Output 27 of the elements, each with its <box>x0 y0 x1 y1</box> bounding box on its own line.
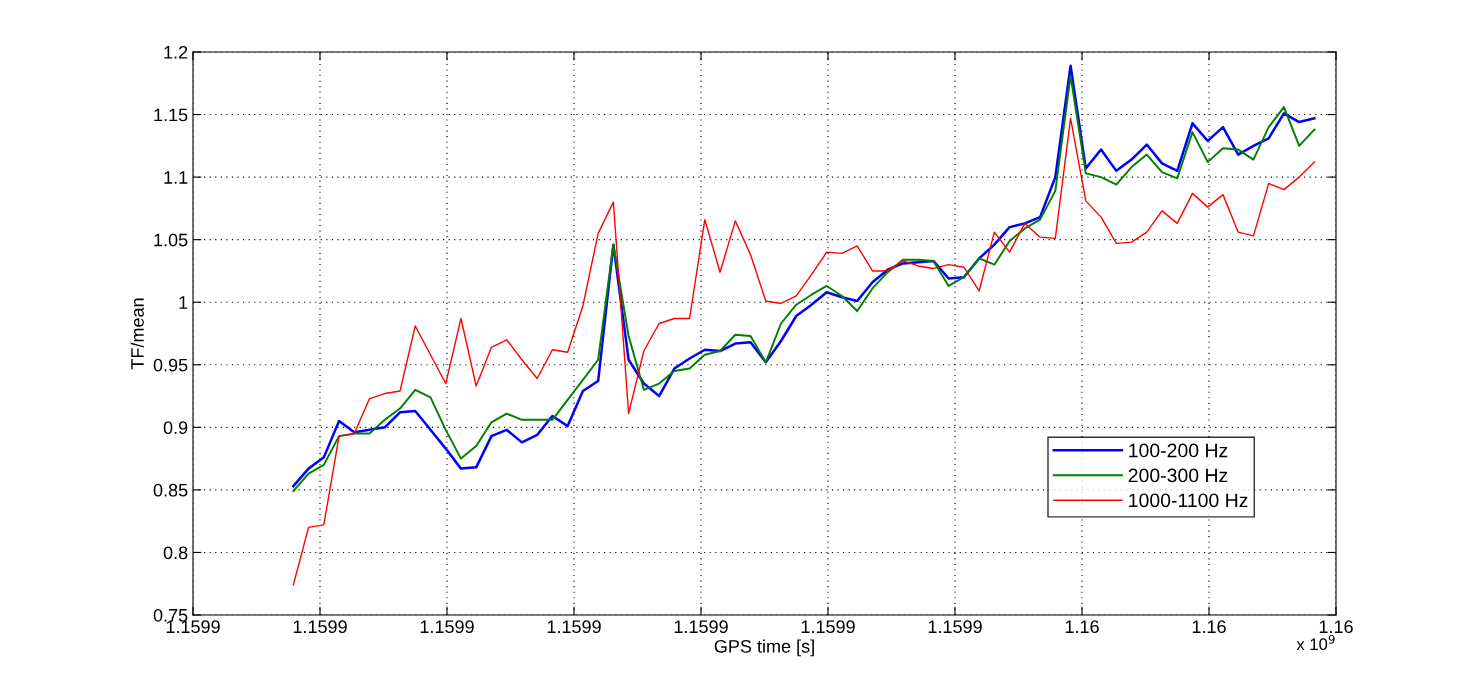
y-tick-label: 1.1 <box>164 171 188 184</box>
x-tick-label: 1.16 <box>1192 620 1226 634</box>
legend-label: 1000-1100 Hz <box>1129 493 1248 508</box>
x-tick-label: 1.1599 <box>420 620 474 634</box>
x-tick-label: 1.1599 <box>801 620 855 634</box>
y-tick-label: 1.05 <box>154 233 188 247</box>
y-tick-label: 0.95 <box>153 358 188 372</box>
y-tick-label: 1.15 <box>154 108 188 122</box>
x-tick-label: 1.16 <box>1319 620 1353 634</box>
line-series <box>292 117 1316 586</box>
y-tick-label: 0.9 <box>163 421 188 435</box>
y-tick-label: 1 <box>179 296 188 309</box>
text: x 10$^{9}$ <box>1296 634 1335 651</box>
x-tick-label: 1.1599 <box>928 620 982 634</box>
x-tick-label: 1.1599 <box>166 620 220 634</box>
legend-label: 100-200 Hz <box>1129 443 1228 458</box>
x-tick-label: 1.1599 <box>547 620 601 634</box>
y-tick-label: 0.85 <box>153 483 188 497</box>
x-tick-label: 1.1599 <box>674 620 728 634</box>
x-tick-label: 1.1599 <box>293 620 347 634</box>
y-tick-label: 1.2 <box>164 45 188 59</box>
legend-label: 200-300 Hz <box>1128 468 1228 483</box>
x-axis-title: GPS time [s] <box>714 639 814 657</box>
x-tick-label: 1.16 <box>1065 620 1099 634</box>
y-axis-title: TF/mean <box>130 298 144 370</box>
y-tick-label: 0.75 <box>153 608 188 622</box>
y-tick-label: 0.8 <box>163 546 188 560</box>
